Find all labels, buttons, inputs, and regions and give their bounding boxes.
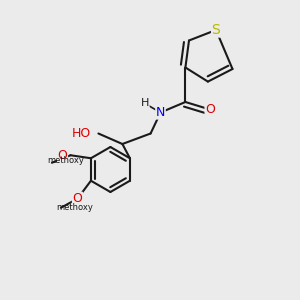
Text: O: O (73, 192, 82, 205)
Text: O: O (205, 103, 215, 116)
Text: methoxy: methoxy (56, 203, 93, 212)
Text: O: O (58, 149, 68, 162)
Text: H: H (141, 98, 149, 109)
Text: N: N (156, 106, 165, 119)
Text: methoxy: methoxy (54, 161, 60, 163)
Text: HO: HO (72, 127, 91, 140)
Text: methoxy: methoxy (47, 156, 84, 165)
Text: S: S (212, 23, 220, 37)
